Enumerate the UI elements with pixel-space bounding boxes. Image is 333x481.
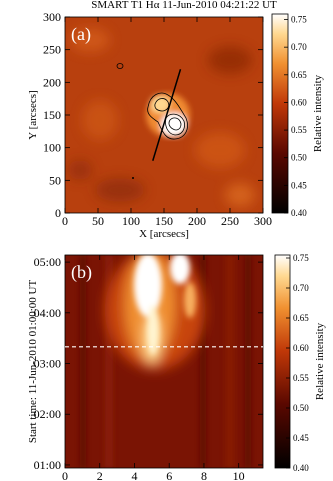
x-tick-label: 300 (254, 214, 272, 228)
y-axis-label: Y [arcsecs] (27, 90, 39, 139)
image-b (65, 255, 263, 468)
colorbar-tick-label: 0.75 (291, 15, 307, 25)
y-tick-label: 02:00 (34, 407, 61, 421)
colorbar-tick-label: 0.55 (293, 373, 309, 383)
colorbar-tick-label: 0.50 (293, 403, 309, 413)
colorbar-tick-label: 0.65 (291, 70, 307, 80)
x-tick-label: 200 (188, 214, 206, 228)
y-axis-label: Start time: 11-Jun-2010 01:00:00 UT (27, 280, 39, 444)
colorbar-tick-label: 0.75 (293, 253, 309, 263)
colorbar-tick-label: 0.65 (293, 313, 309, 323)
colorbar-label: Relative intensity (314, 322, 326, 400)
colorbar-tick-label: 0.45 (293, 433, 309, 443)
slit (152, 69, 182, 161)
y-tick-label: 200 (43, 75, 61, 89)
y-tick-label: 250 (43, 43, 61, 57)
y-tick-label: 300 (43, 10, 61, 24)
x-tick-label: 10 (233, 469, 245, 481)
y-tick-label: 100 (43, 141, 61, 155)
x-tick-label: 0 (62, 469, 68, 481)
colorbar-b (274, 254, 291, 469)
panel-label: (b) (71, 262, 92, 283)
x-tick-label: 4 (131, 469, 137, 481)
y-tick-label: 0 (55, 206, 61, 220)
x-tick-label: 6 (166, 469, 172, 481)
x-tick-label: 150 (155, 214, 173, 228)
x-tick-label: 0 (62, 214, 68, 228)
x-tick-label: 50 (92, 214, 104, 228)
frame-b (64, 254, 264, 469)
image-a (65, 17, 263, 213)
y-tick-label: 05:00 (34, 255, 61, 269)
colorbar-tick-label: 0.60 (293, 343, 309, 353)
colorbar-tick-label: 0.60 (291, 97, 307, 107)
colorbar-tick-label: 0.70 (291, 42, 307, 52)
y-tick-label: 50 (49, 173, 61, 187)
x-tick-label: 2 (97, 469, 103, 481)
panel-label: (a) (71, 24, 91, 45)
colorbar-tick-label: 0.50 (291, 153, 307, 163)
chart-title: SMART T1 Hα 11-Jun-2010 04:21:22 UT (91, 0, 277, 11)
x-tick-label: 8 (201, 469, 207, 481)
x-tick-label: 100 (122, 214, 140, 228)
colorbar-tick-label: 0.70 (293, 283, 309, 293)
y-tick-label: 150 (43, 108, 61, 122)
y-tick-label: 03:00 (34, 357, 61, 371)
colorbar-a (271, 13, 289, 214)
colorbar-tick-label: 0.40 (293, 463, 309, 473)
y-tick-label: 01:00 (34, 458, 61, 472)
colorbar-tick-label: 0.40 (291, 208, 307, 218)
colorbar-tick-label: 0.45 (291, 180, 307, 190)
colorbar-label: Relative intensity (312, 74, 324, 152)
x-axis-label: X [arcsecs] (139, 228, 189, 240)
x-tick-label: 250 (221, 214, 239, 228)
y-tick-label: 04:00 (34, 306, 61, 320)
colorbar-tick-label: 0.55 (291, 125, 307, 135)
